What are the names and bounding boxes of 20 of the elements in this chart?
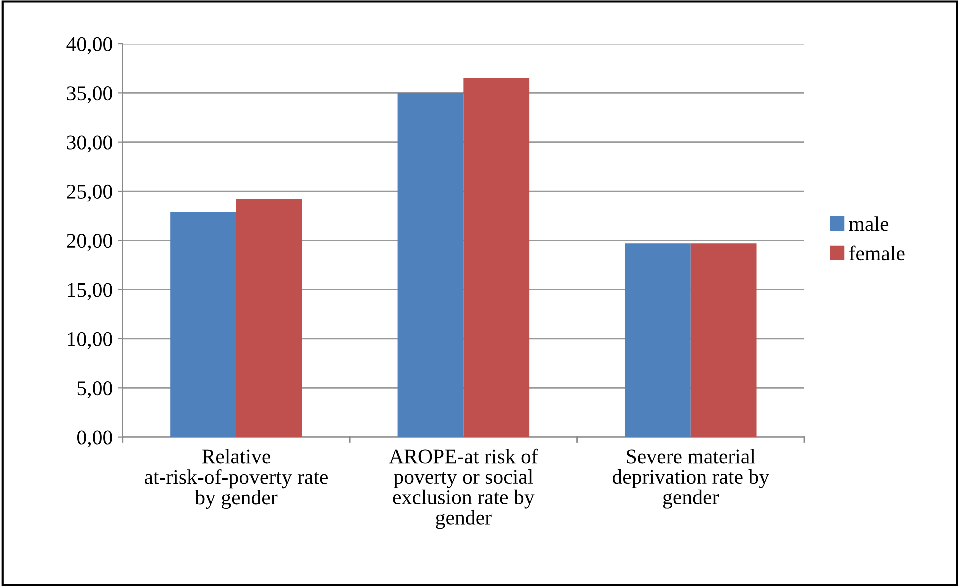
y-tick-label: 10,00	[68, 332, 112, 350]
y-tick-label: 20,00	[67, 234, 112, 252]
x-tick-label: Severe material deprivation rate by gender	[612, 449, 770, 509]
y-tick-label: 30,00	[67, 136, 112, 153]
legend-label: male	[849, 216, 889, 232]
bar	[236, 199, 302, 438]
y-tick-label: 25,00	[67, 184, 112, 202]
y-tick-label: 35,00	[67, 86, 112, 104]
bar	[170, 212, 236, 438]
bar	[398, 93, 464, 438]
x-tick-label: Relative at-risk-of-poverty rate by gender	[144, 449, 328, 510]
y-tick-label: 0,00	[77, 430, 112, 448]
y-tick-label: 40,00	[66, 37, 112, 54]
bar	[464, 78, 530, 438]
legend-label: female	[849, 246, 905, 261]
y-tick-label: 15,00	[68, 283, 112, 300]
x-tick-label: AROPE-at risk of poverty or social exclusion rate by gender	[389, 448, 538, 530]
bar	[690, 244, 757, 438]
bar	[624, 244, 691, 438]
y-tick-label: 5,00	[78, 382, 112, 399]
